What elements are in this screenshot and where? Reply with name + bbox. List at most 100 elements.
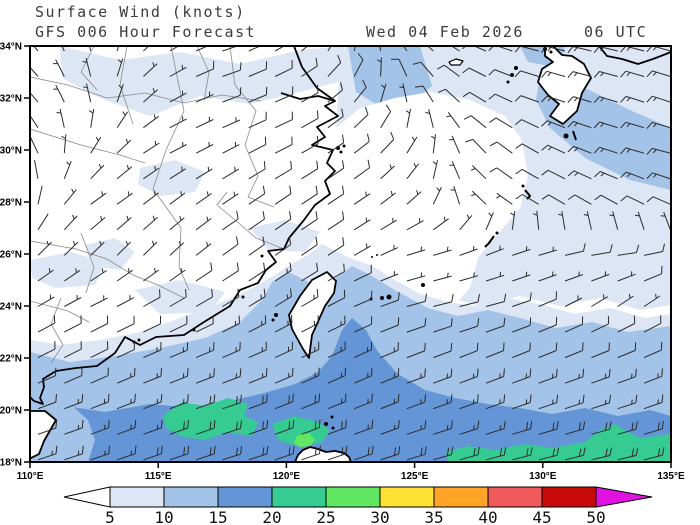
wind-barb bbox=[31, 93, 39, 103]
wind-barb bbox=[512, 342, 531, 359]
wind-barb bbox=[564, 368, 585, 384]
wind-barb bbox=[31, 116, 39, 128]
wind-barb bbox=[116, 164, 133, 180]
forecast-subtitle: GFS 006 Hour Forecast bbox=[35, 23, 256, 41]
colorbar-tick-label: 40 bbox=[478, 508, 497, 525]
wind-barb bbox=[353, 243, 371, 256]
colorbar-segment bbox=[325, 486, 381, 508]
wind-barb bbox=[593, 96, 618, 104]
wind-barb bbox=[327, 393, 347, 410]
wind-barb bbox=[538, 291, 557, 307]
wind-barb bbox=[143, 368, 162, 384]
wind-barb bbox=[485, 317, 506, 333]
wind-barb bbox=[593, 121, 618, 129]
wind-barb bbox=[617, 293, 634, 307]
wind-barb bbox=[512, 317, 532, 333]
wind-barb bbox=[433, 272, 452, 282]
wind-barb bbox=[63, 160, 72, 179]
wind-barb bbox=[222, 288, 240, 307]
wind-barb bbox=[485, 212, 494, 230]
wind-barb bbox=[34, 160, 39, 179]
wind-barb bbox=[412, 61, 434, 77]
wind-barb bbox=[532, 210, 540, 230]
island-dot bbox=[514, 66, 518, 70]
wind-barb bbox=[195, 47, 207, 52]
wind-barb bbox=[222, 141, 240, 154]
province-border bbox=[229, 47, 275, 208]
wind-barb bbox=[90, 136, 102, 154]
wind-barb bbox=[143, 445, 163, 461]
shading-region-<5 bbox=[330, 92, 528, 322]
shading-region-5-10 bbox=[250, 220, 320, 252]
wind-barb bbox=[353, 290, 373, 307]
wind-barb bbox=[116, 419, 137, 435]
wind-barb bbox=[452, 47, 460, 52]
wind-barb bbox=[37, 294, 55, 307]
wind-barb bbox=[169, 288, 187, 307]
wind-barb bbox=[64, 294, 82, 307]
wind-barb bbox=[222, 166, 240, 180]
wind-barb bbox=[222, 342, 241, 359]
wind-barb bbox=[450, 186, 461, 205]
wind-barb bbox=[433, 342, 453, 359]
wind-barb bbox=[90, 240, 105, 256]
wind-barb bbox=[353, 47, 356, 52]
wind-barb bbox=[143, 267, 160, 282]
wind-barb bbox=[485, 394, 506, 410]
wind-barb bbox=[380, 83, 387, 103]
wind-barb bbox=[541, 194, 566, 205]
wind-barb bbox=[433, 420, 453, 435]
wind-barb bbox=[646, 47, 670, 53]
lat-tick-label: 28°N bbox=[0, 198, 22, 209]
wind-barb bbox=[116, 341, 135, 359]
wind-barb bbox=[390, 58, 408, 77]
wind-barb bbox=[433, 293, 454, 307]
wind-barb bbox=[380, 104, 392, 128]
wind-barb bbox=[169, 268, 186, 282]
wind-barb bbox=[380, 271, 399, 282]
wind-barb bbox=[82, 57, 92, 77]
wind-barb bbox=[222, 446, 243, 461]
wind-barb bbox=[301, 236, 318, 256]
colorbar: 5 10 15 20 25 30 35 40 45 50 bbox=[63, 486, 653, 525]
wind-barb bbox=[449, 135, 461, 154]
wind-barb bbox=[354, 419, 374, 435]
wind-barb bbox=[449, 161, 461, 179]
island-dot bbox=[380, 296, 384, 300]
coastline bbox=[484, 235, 495, 248]
wind-barb bbox=[643, 420, 664, 435]
wind-barb bbox=[169, 116, 187, 129]
wind-barb bbox=[143, 114, 159, 129]
wind-barb bbox=[327, 55, 342, 77]
wind-barb bbox=[620, 70, 645, 78]
wind-barb bbox=[433, 446, 454, 461]
wind-barb bbox=[301, 110, 319, 129]
wind-barb bbox=[274, 60, 293, 77]
wind-barb bbox=[116, 295, 135, 307]
wind-barb bbox=[512, 271, 531, 282]
wind-barb bbox=[459, 446, 480, 461]
island-dot bbox=[386, 294, 392, 300]
shading-region-25-30 bbox=[294, 433, 315, 447]
wind-barb bbox=[538, 246, 558, 256]
wind-barb bbox=[116, 58, 124, 77]
wind-barb bbox=[169, 419, 189, 435]
province-border bbox=[31, 128, 146, 164]
wind-barb bbox=[53, 59, 65, 77]
wind-barb bbox=[53, 84, 65, 103]
wind-barb bbox=[488, 47, 513, 52]
wind-barb bbox=[646, 147, 670, 155]
wind-barb bbox=[406, 394, 426, 410]
wind-barb bbox=[90, 315, 109, 333]
wind-barb bbox=[301, 185, 318, 205]
wind-barb bbox=[538, 368, 558, 384]
wind-barb bbox=[515, 168, 539, 180]
wind-barb bbox=[143, 140, 160, 154]
wind-barb bbox=[459, 318, 480, 333]
wind-barb bbox=[485, 342, 505, 359]
wind-barb bbox=[327, 419, 347, 435]
wind-barb bbox=[512, 292, 532, 307]
wind-barb bbox=[116, 393, 136, 410]
island-dot bbox=[331, 426, 335, 430]
wind-barb bbox=[376, 57, 382, 77]
